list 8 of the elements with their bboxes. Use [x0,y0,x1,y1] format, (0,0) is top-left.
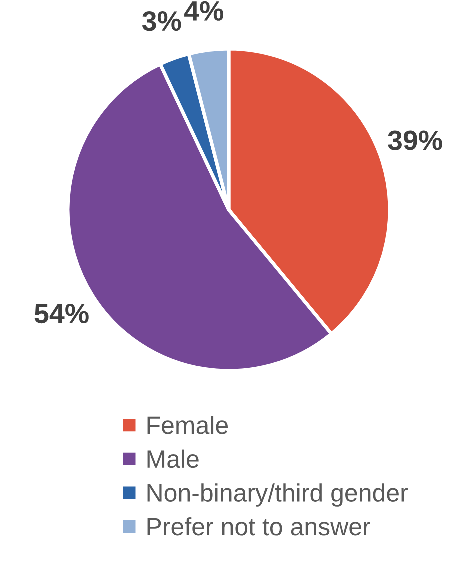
data-label: 4% [184,1,224,21]
legend-label: Prefer not to answer [148,517,370,536]
data-label: 3% [142,11,182,32]
legend-label: Male [148,450,199,468]
data-label: 39% [388,130,442,150]
legend-label: Non-binary/third gender [148,484,408,507]
data-label: 54% [34,304,89,324]
legend-label: Female [148,416,228,434]
